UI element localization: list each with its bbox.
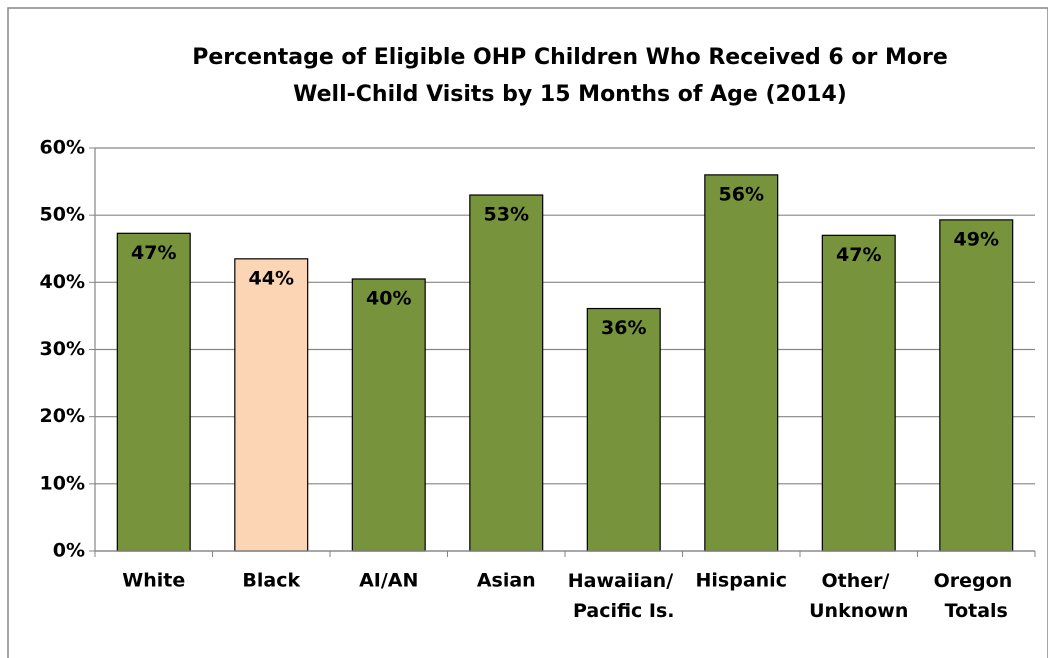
chart-title: Well-Child Visits by 15 Months of Age (2…: [293, 82, 847, 107]
y-tick-label: 20%: [40, 405, 85, 427]
x-tick-label: Hawaiian/ Pacific Is.: [568, 570, 680, 622]
data-label: 36%: [601, 317, 646, 339]
x-tick-label: Hispanic: [696, 570, 787, 592]
data-label: 47%: [131, 242, 176, 264]
bar: [821, 234, 896, 552]
x-tick-label: AI/AN: [359, 570, 418, 592]
x-tick-label: White: [122, 570, 185, 592]
y-tick-label: 0%: [53, 540, 85, 562]
bar: [351, 278, 426, 552]
data-label: 49%: [954, 228, 999, 250]
bar: [586, 307, 661, 552]
x-tick-label: Other/ Unknown: [809, 570, 908, 622]
chart-title: Percentage of Eligible OHP Children Who …: [192, 45, 948, 70]
data-label: 53%: [484, 204, 529, 226]
y-tick-label: 10%: [40, 472, 85, 494]
bar: [116, 232, 191, 552]
bar: [234, 258, 309, 552]
y-tick-label: 50%: [40, 204, 85, 226]
y-tick-label: 30%: [40, 338, 85, 360]
bar: [704, 174, 779, 552]
data-label: 44%: [249, 267, 294, 289]
y-tick-label: 60%: [40, 137, 85, 159]
data-label: 40%: [366, 287, 411, 309]
x-tick-label: Black: [242, 570, 300, 592]
x-tick-label: Asian: [477, 570, 536, 592]
y-tick-label: 40%: [40, 271, 85, 293]
bar: [939, 219, 1014, 552]
data-label: 56%: [719, 183, 764, 205]
data-label: 47%: [836, 244, 881, 266]
x-tick-label: Oregon Totals: [934, 570, 1019, 622]
bar: [469, 194, 544, 552]
